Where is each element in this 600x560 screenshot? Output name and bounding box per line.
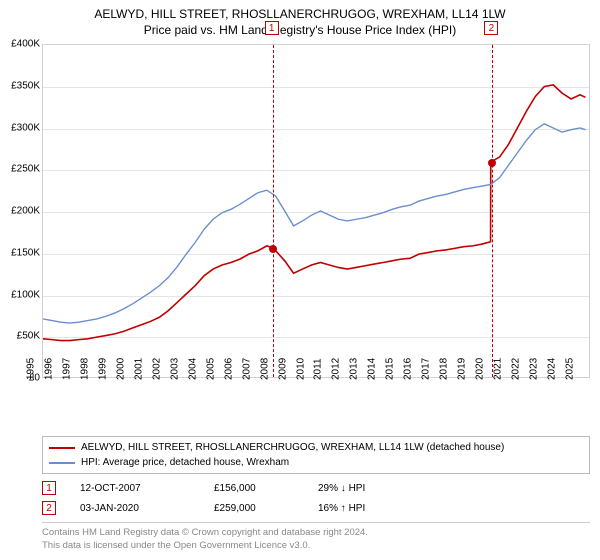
x-tick-label: 2008	[259, 358, 270, 380]
x-tick-label: 2022	[511, 358, 522, 380]
x-tick-label: 1998	[79, 358, 90, 380]
page: AELWYD, HILL STREET, RHOSLLANERCHRUGOG, …	[0, 0, 600, 560]
event-marker-box: 2	[484, 21, 498, 35]
x-tick-label: 2016	[403, 358, 414, 380]
legend-item-property: AELWYD, HILL STREET, RHOSLLANERCHRUGOG, …	[49, 440, 583, 455]
x-tick-label: 2024	[547, 358, 558, 380]
y-tick-label: £150K	[0, 247, 40, 258]
series-line-hpi	[43, 124, 585, 323]
series-line-property	[43, 85, 585, 341]
events-table: 1 12-OCT-2007 £156,000 29% ↓ HPI 2 03-JA…	[42, 478, 590, 518]
x-tick-label: 1995	[26, 358, 37, 380]
event-marker-dot	[269, 245, 277, 253]
y-tick-label: £300K	[0, 122, 40, 133]
x-tick-label: 1999	[97, 358, 108, 380]
x-tick-label: 2018	[439, 358, 450, 380]
footer-line-1: Contains HM Land Registry data © Crown c…	[42, 527, 590, 540]
title-line-1: AELWYD, HILL STREET, RHOSLLANERCHRUGOG, …	[0, 6, 600, 22]
x-tick-label: 2023	[529, 358, 540, 380]
x-tick-label: 2019	[457, 358, 468, 380]
x-tick-label: 2006	[223, 358, 234, 380]
event-index-2: 2	[42, 501, 56, 515]
x-tick-label: 2001	[133, 358, 144, 380]
event-row-1: 1 12-OCT-2007 £156,000 29% ↓ HPI	[42, 478, 590, 498]
legend-item-hpi: HPI: Average price, detached house, Wrex…	[49, 455, 583, 470]
event-marker-dot	[488, 159, 496, 167]
y-tick-label: £400K	[0, 39, 40, 50]
x-tick-label: 2017	[421, 358, 432, 380]
x-tick-label: 2015	[385, 358, 396, 380]
x-tick-label: 2004	[187, 358, 198, 380]
x-tick-label: 1997	[61, 358, 72, 380]
legend-label-hpi: HPI: Average price, detached house, Wrex…	[81, 455, 289, 470]
event-index-1: 1	[42, 481, 56, 495]
footer-line-2: This data is licensed under the Open Gov…	[42, 540, 590, 553]
x-tick-label: 1996	[43, 358, 54, 380]
x-tick-label: 2000	[115, 358, 126, 380]
event-delta-1: 29% ↓ HPI	[318, 483, 428, 494]
event-delta-2: 16% ↑ HPI	[318, 503, 428, 514]
event-marker-line	[273, 45, 274, 377]
x-tick-label: 2011	[313, 358, 324, 380]
legend: AELWYD, HILL STREET, RHOSLLANERCHRUGOG, …	[42, 436, 590, 474]
y-tick-label: £350K	[0, 80, 40, 91]
event-price-2: £259,000	[214, 503, 294, 514]
line-series-svg	[43, 45, 589, 377]
chart: £0£50K£100K£150K£200K£250K£300K£350K£400…	[0, 42, 600, 432]
chart-title: AELWYD, HILL STREET, RHOSLLANERCHRUGOG, …	[0, 0, 600, 38]
footer: Contains HM Land Registry data © Crown c…	[42, 522, 590, 553]
event-row-2: 2 03-JAN-2020 £259,000 16% ↑ HPI	[42, 498, 590, 518]
x-tick-label: 2021	[493, 358, 504, 380]
event-marker-line	[492, 45, 493, 377]
x-tick-label: 2014	[367, 358, 378, 380]
x-tick-label: 2012	[331, 358, 342, 380]
x-tick-label: 2005	[205, 358, 216, 380]
x-tick-label: 2013	[349, 358, 360, 380]
plot-area: 12	[42, 44, 590, 378]
x-tick-label: 2010	[295, 358, 306, 380]
event-price-1: £156,000	[214, 483, 294, 494]
y-tick-label: £200K	[0, 206, 40, 217]
y-tick-label: £250K	[0, 164, 40, 175]
event-marker-box: 1	[265, 21, 279, 35]
legend-swatch-property	[49, 447, 75, 449]
x-tick-label: 2020	[475, 358, 486, 380]
y-tick-label: £100K	[0, 289, 40, 300]
event-date-1: 12-OCT-2007	[80, 483, 190, 494]
title-line-2: Price paid vs. HM Land Registry's House …	[0, 22, 600, 38]
x-tick-label: 2007	[241, 358, 252, 380]
x-tick-label: 2025	[565, 358, 576, 380]
x-tick-label: 2009	[277, 358, 288, 380]
x-tick-label: 2003	[169, 358, 180, 380]
legend-label-property: AELWYD, HILL STREET, RHOSLLANERCHRUGOG, …	[81, 440, 504, 455]
x-tick-label: 2002	[151, 358, 162, 380]
event-date-2: 03-JAN-2020	[80, 503, 190, 514]
y-tick-label: £50K	[0, 331, 40, 342]
legend-swatch-hpi	[49, 462, 75, 464]
